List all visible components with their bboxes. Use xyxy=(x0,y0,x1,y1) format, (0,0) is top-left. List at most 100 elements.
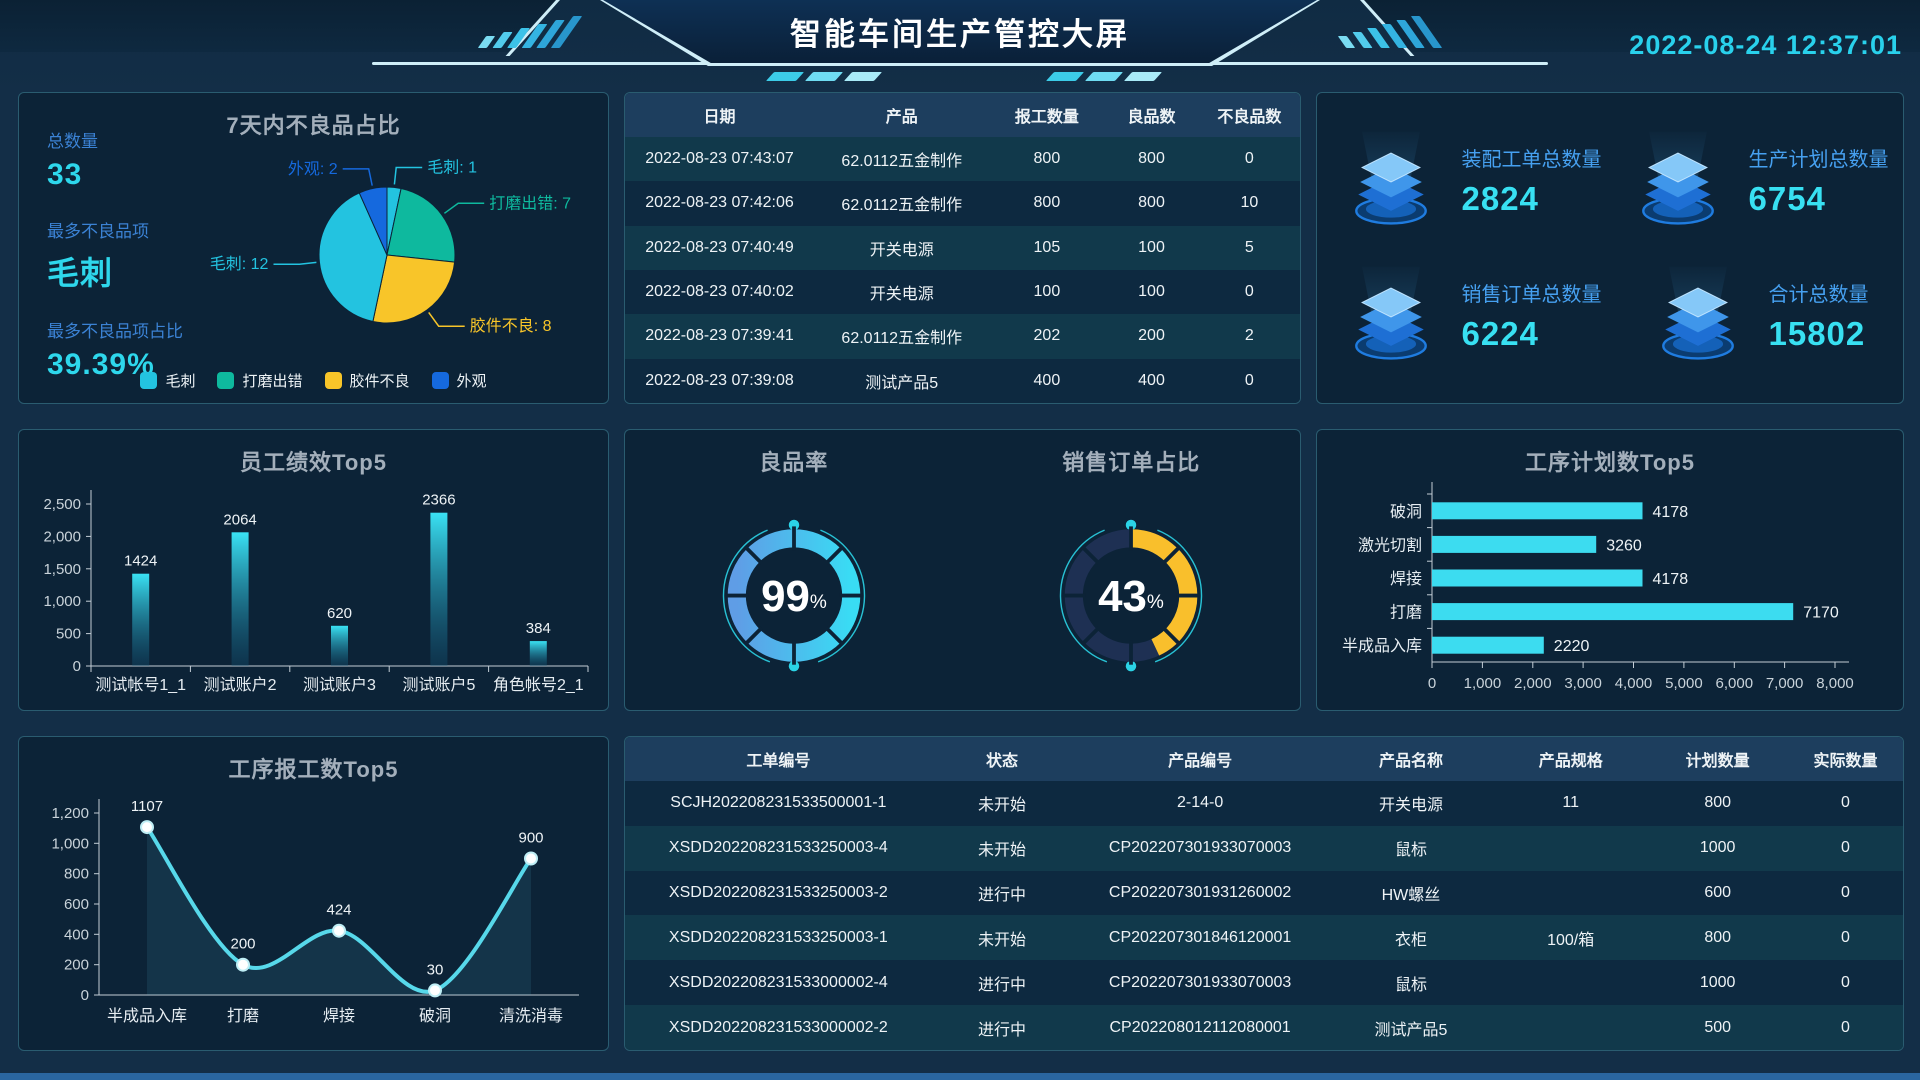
table-row: XSDD202208231533250003-1 未开始 CP20220730184… xyxy=(625,915,1903,961)
data-point xyxy=(524,851,538,866)
legend-item[interactable]: 毛刺 xyxy=(140,370,195,391)
table-cell: 2 xyxy=(1244,327,1254,345)
bar-value-label: 384 xyxy=(526,620,551,637)
bar-value-label: 620 xyxy=(327,605,352,622)
gauge-decor-arc xyxy=(1060,529,1108,663)
stat-card-label: 合计总数量 xyxy=(1768,284,1869,306)
table-row: 2022-08-23 07:39:41 62.0112五金制作 202 200 2 xyxy=(625,314,1300,359)
column-header: 计划数量 xyxy=(1685,753,1750,770)
legend-label: 胶件不良 xyxy=(349,373,410,390)
pie-legend: 毛刺 打磨出错 胶件不良 外观 xyxy=(19,370,608,391)
table-cell: 500 xyxy=(1704,1018,1732,1036)
y-category-label: 打磨 xyxy=(1390,604,1422,622)
table-cell: 未开始 xyxy=(978,931,1027,949)
x-tick-label: 6,000 xyxy=(1716,675,1754,692)
bar xyxy=(430,512,448,666)
table-cell: 11 xyxy=(1562,794,1579,812)
table-cell: 鼠标 xyxy=(1394,842,1427,860)
table-cell: CP202207301931260002 xyxy=(1108,884,1292,902)
pie-label: 打磨出错: 7 xyxy=(489,194,571,212)
table-cell: 2022-08-23 07:39:08 xyxy=(645,371,794,389)
table-cell: CP202208012112080001 xyxy=(1109,1018,1291,1036)
column-header: 工单编号 xyxy=(746,753,811,770)
pie-label: 胶件不良: 8 xyxy=(470,317,552,335)
legend-item[interactable]: 胶件不良 xyxy=(324,370,410,391)
table-cell: 1000 xyxy=(1699,973,1736,991)
pie-label: 毛刺: 1 xyxy=(427,158,477,176)
legend-swatch xyxy=(324,372,342,389)
stat-card-label: 生产计划总数量 xyxy=(1748,149,1889,171)
defect-panel: 7天内不良品占比 总数量 33 最多不良品项 毛刺 最多不良品项占比 39.39… xyxy=(18,92,609,404)
table-cell: 2022-08-23 07:40:49 xyxy=(645,238,794,256)
table-cell: 10 xyxy=(1240,194,1259,212)
stat-card-value: 6754 xyxy=(1748,180,1826,217)
table-row: 2022-08-23 07:39:08 测试产品5 400 400 0 xyxy=(625,358,1300,403)
x-tick-label: 3,000 xyxy=(1564,675,1602,692)
table-cell: CP202207301933070003 xyxy=(1108,973,1292,991)
table-cell: 0 xyxy=(1841,884,1850,902)
x-category-label: 破洞 xyxy=(419,1007,451,1025)
point-value-label: 900 xyxy=(518,830,543,847)
table-cell: 800 xyxy=(1138,194,1165,212)
table-row: XSDD202208231533250003-4 未开始 CP20220730193… xyxy=(625,825,1903,871)
stat-card-value: 2824 xyxy=(1461,180,1539,217)
y-tick-label: 2,500 xyxy=(43,496,81,513)
column-header: 产品 xyxy=(885,109,918,126)
bar-value-label: 1424 xyxy=(124,553,157,570)
table-cell: 开关电源 xyxy=(869,286,934,304)
dashboard-grid: 7天内不良品占比 总数量 33 最多不良品项 毛刺 最多不良品项占比 39.39… xyxy=(18,92,1904,1051)
gauge-title: 良品率 xyxy=(759,450,829,475)
y-tick-label: 1,000 xyxy=(43,593,81,610)
bar xyxy=(132,573,150,666)
yield-gauge-chart: 99% xyxy=(722,519,865,672)
table-cell: 800 xyxy=(1704,794,1732,812)
data-point xyxy=(428,983,442,998)
stat-label: 最多不良品项占比 xyxy=(47,322,183,341)
data-point xyxy=(140,820,154,835)
y-tick-label: 0 xyxy=(81,987,89,1004)
table-cell: 800 xyxy=(1033,194,1061,212)
pie-slice xyxy=(358,186,388,256)
x-category-label: 测试账户3 xyxy=(303,676,376,694)
header-under-slash-icons xyxy=(765,72,883,81)
table-cell: 未开始 xyxy=(978,797,1027,815)
gauge-title: 销售订单占比 xyxy=(1062,450,1201,475)
table-cell: 5 xyxy=(1244,238,1254,256)
table-cell: 未开始 xyxy=(978,842,1027,860)
x-category-label: 打磨 xyxy=(227,1007,259,1025)
table-row: 2022-08-23 07:42:06 62.0112五金制作 800 800 10 xyxy=(625,181,1300,226)
table-cell: 800 xyxy=(1704,928,1732,946)
legend-item[interactable]: 外观 xyxy=(431,370,487,391)
table-cell: 0 xyxy=(1244,150,1254,168)
gauge-decor-arc xyxy=(1155,529,1203,663)
table-row: XSDD202208231533000002-4 进行中 CP20220730193… xyxy=(625,960,1903,1006)
table-cell: 鼠标 xyxy=(1394,976,1427,994)
pie-callout-line xyxy=(393,166,423,185)
stat-card-sales-orders: 销售订单总数量 6224 xyxy=(1323,248,1610,383)
table-row: 2022-08-23 07:43:07 62.0112五金制作 800 800 0 xyxy=(625,137,1300,182)
bar xyxy=(1432,502,1643,520)
stat-card-value: 6224 xyxy=(1461,315,1539,352)
header-under-slash-icons xyxy=(1045,72,1163,81)
table-header-row: 日期 产品 报工数量 良品数 不良品数 xyxy=(625,93,1300,137)
table-cell: 62.0112五金制作 xyxy=(841,330,963,348)
y-category-label: 半成品入库 xyxy=(1342,637,1422,655)
y-tick-label: 500 xyxy=(56,626,81,643)
column-header: 良品数 xyxy=(1127,109,1176,126)
table-cell: 100 xyxy=(1138,283,1165,301)
y-tick-label: 200 xyxy=(64,957,89,974)
y-tick-label: 600 xyxy=(64,896,89,913)
pie-callout-line xyxy=(342,168,373,186)
stat-card-value: 15802 xyxy=(1768,315,1866,352)
stat-card-total: 合计总数量 15802 xyxy=(1610,248,1897,383)
column-header: 产品名称 xyxy=(1378,753,1443,770)
point-value-label: 1107 xyxy=(131,798,163,815)
stat-card-assembly-orders: 装配工单总数量 2824 xyxy=(1323,113,1610,248)
column-header: 实际数量 xyxy=(1813,753,1878,770)
legend-item[interactable]: 打磨出错 xyxy=(217,370,303,391)
table-cell: 105 xyxy=(1033,238,1061,256)
table-cell: 400 xyxy=(1033,371,1061,389)
sales-gauge-chart: 43% xyxy=(1060,519,1203,672)
pie-callout-line xyxy=(443,202,485,214)
table-cell: 2-14-0 xyxy=(1176,794,1224,812)
